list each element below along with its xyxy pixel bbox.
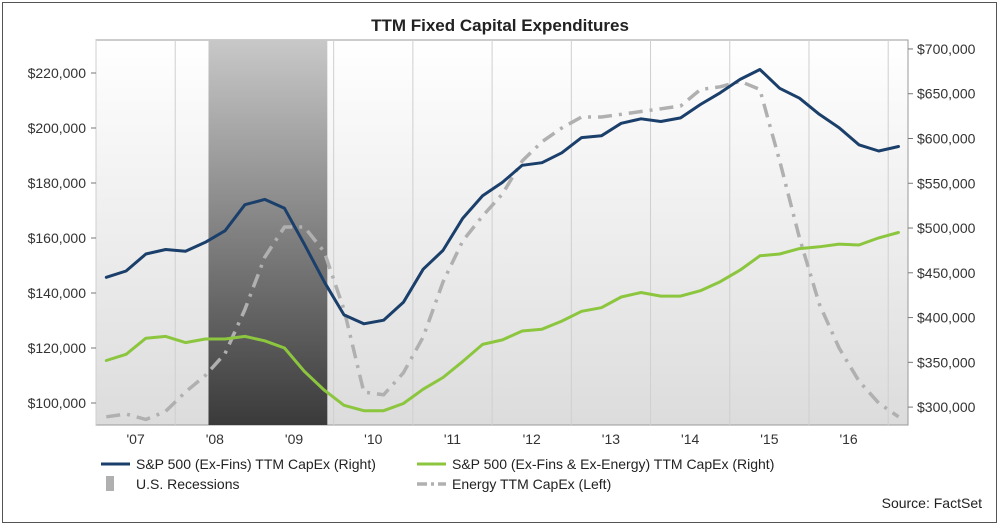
legend-label-sp500-ex-fins: S&P 500 (Ex-Fins) TTM CapEx (Right) bbox=[136, 456, 376, 472]
x-tick-label: '10 bbox=[364, 431, 382, 447]
x-tick-label: '09 bbox=[285, 431, 303, 447]
right-axis: $300,000 $350,000 $400,000 $450,000 $500,000… bbox=[908, 41, 976, 415]
right-tick-label: $550,000 bbox=[917, 175, 976, 191]
left-tick-label: $140,000 bbox=[28, 285, 87, 301]
right-tick-label: $700,000 bbox=[917, 41, 976, 57]
series-line-sp500-ex-fins-ex-energy bbox=[104, 231, 900, 413]
left-tick-label: $200,000 bbox=[28, 120, 87, 136]
left-axis: $100,000 $120,000 $140,000 $160,000 $180,000… bbox=[28, 65, 96, 411]
left-tick-label: $180,000 bbox=[28, 175, 87, 191]
right-tick-label: $450,000 bbox=[917, 265, 976, 281]
source-note: Source: FactSet bbox=[882, 495, 982, 511]
right-tick-label: $300,000 bbox=[917, 399, 976, 415]
x-tick-label: '12 bbox=[523, 431, 541, 447]
x-tick-label: '16 bbox=[839, 431, 857, 447]
series-line-energy bbox=[106, 79, 900, 422]
left-tick-label: $120,000 bbox=[28, 340, 87, 356]
series-layer bbox=[104, 68, 900, 422]
right-tick-label: $400,000 bbox=[917, 310, 976, 326]
legend-label-sp500-ex-fins-ex-energy: S&P 500 (Ex-Fins & Ex-Energy) TTM CapEx … bbox=[452, 456, 774, 472]
x-tick-label: '07 bbox=[126, 431, 144, 447]
chart-title: TTM Fixed Capital Expenditures bbox=[371, 16, 629, 35]
legend-label-recessions: U.S. Recessions bbox=[136, 476, 239, 492]
legend-marker-recessions bbox=[106, 476, 114, 491]
right-tick-label: $600,000 bbox=[917, 130, 976, 146]
right-tick-label: $350,000 bbox=[917, 354, 976, 370]
left-tick-label: $100,000 bbox=[28, 395, 87, 411]
right-tick-label: $500,000 bbox=[917, 220, 976, 236]
x-axis: '07 '08 '09 '10 '11 '12 '13 '14 '15 '16 bbox=[126, 431, 857, 447]
legend-label-energy: Energy TTM CapEx (Left) bbox=[452, 476, 611, 492]
right-tick-label: $650,000 bbox=[917, 86, 976, 102]
x-tick-label: '14 bbox=[681, 431, 699, 447]
x-tick-label: '11 bbox=[444, 431, 461, 447]
x-tick-label: '13 bbox=[602, 431, 620, 447]
left-tick-label: $160,000 bbox=[28, 230, 87, 246]
series-line-sp500-ex-fins bbox=[104, 68, 900, 326]
x-tick-label: '08 bbox=[206, 431, 224, 447]
x-tick-label: '15 bbox=[760, 431, 778, 447]
legend: S&P 500 (Ex-Fins) TTM CapEx (Right) S&P … bbox=[101, 456, 774, 492]
left-tick-label: $220,000 bbox=[28, 65, 87, 81]
